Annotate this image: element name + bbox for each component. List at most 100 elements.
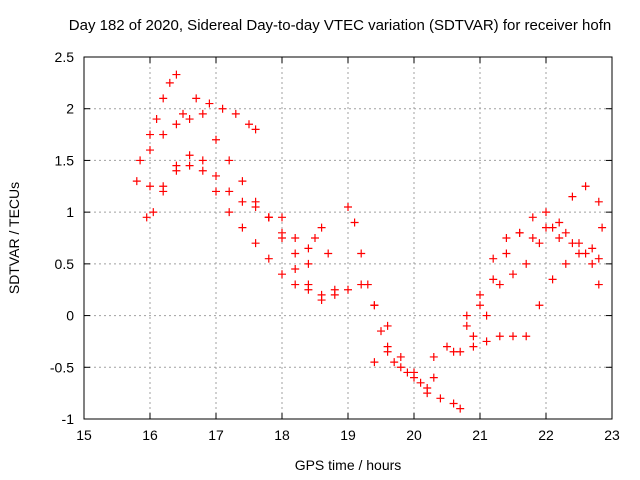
data-point xyxy=(542,208,550,217)
data-point xyxy=(495,280,504,289)
data-point xyxy=(522,259,531,268)
data-point xyxy=(179,109,187,118)
y-tick-label: 1 xyxy=(66,204,74,220)
plot-frame xyxy=(83,56,613,420)
series-track-1 xyxy=(132,151,339,299)
data-point xyxy=(291,234,300,242)
data-point xyxy=(482,337,491,346)
data-point xyxy=(225,187,234,196)
data-point xyxy=(238,223,247,232)
data-point xyxy=(489,254,498,263)
data-point xyxy=(594,254,603,263)
data-point xyxy=(238,197,247,206)
data-point xyxy=(317,296,326,305)
data-point xyxy=(264,213,273,222)
series-track-2 xyxy=(136,109,313,268)
y-tick-labels: -1 -0.5 0 0.5 1 1.5 2 2.5 xyxy=(50,49,74,427)
data-point xyxy=(225,156,234,165)
data-point xyxy=(594,197,603,206)
data-point xyxy=(377,327,385,336)
data-point xyxy=(251,197,260,206)
data-point xyxy=(456,404,465,413)
series-track-5 xyxy=(142,161,392,330)
data-point xyxy=(410,368,418,377)
data-point xyxy=(528,213,537,222)
data-point xyxy=(172,166,181,175)
data-point xyxy=(509,332,517,341)
series-track-8 xyxy=(370,347,465,413)
data-point xyxy=(502,249,511,258)
data-point xyxy=(370,301,379,310)
x-tick-label: 15 xyxy=(76,427,92,443)
data-point xyxy=(136,156,145,165)
data-point xyxy=(146,182,154,191)
series-track-4 xyxy=(179,94,260,134)
x-tick-label: 20 xyxy=(406,427,422,443)
x-tick-label: 19 xyxy=(340,427,356,443)
y-axis-label: SDTVAR / TECUs xyxy=(6,182,22,294)
data-point xyxy=(416,378,425,387)
series-track-12 xyxy=(469,223,607,351)
data-point xyxy=(588,244,597,253)
x-tick-label: 21 xyxy=(472,427,488,443)
data-point xyxy=(172,120,181,129)
data-point xyxy=(482,311,491,320)
series-track-6 xyxy=(264,213,333,258)
data-point xyxy=(159,182,168,191)
data-point xyxy=(568,192,577,201)
data-point xyxy=(231,109,240,118)
data-point xyxy=(535,301,544,310)
data-point xyxy=(436,394,445,403)
y-tick-label: 0.5 xyxy=(55,256,75,272)
data-point xyxy=(522,332,531,341)
data-point xyxy=(555,218,564,227)
data-point xyxy=(245,120,253,129)
series-track-11 xyxy=(462,182,603,320)
x-tick-labels: 15 16 17 18 19 20 21 22 23 xyxy=(76,427,620,443)
data-point xyxy=(350,218,359,227)
data-point xyxy=(146,130,154,139)
data-point xyxy=(363,280,372,289)
data-point xyxy=(165,78,174,87)
data-point xyxy=(429,373,438,382)
data-point xyxy=(469,332,478,341)
x-tick-label: 17 xyxy=(208,427,224,443)
data-point xyxy=(449,347,458,356)
data-point xyxy=(311,234,319,242)
data-point xyxy=(390,358,399,367)
y-tick-label: 2 xyxy=(66,101,74,117)
data-point xyxy=(528,234,537,242)
data-point xyxy=(304,285,313,294)
data-point xyxy=(462,311,471,320)
data-point xyxy=(581,182,590,191)
data-point xyxy=(192,94,201,103)
data-point xyxy=(495,332,504,341)
data-point xyxy=(238,177,247,186)
data-point xyxy=(429,352,438,361)
data-point xyxy=(142,213,151,222)
data-point xyxy=(383,347,392,356)
data-point xyxy=(443,342,451,351)
data-point xyxy=(149,208,158,217)
data-point xyxy=(476,301,484,310)
y-tick-label: 0 xyxy=(66,308,74,324)
data-point xyxy=(396,352,405,361)
data-point xyxy=(509,270,517,279)
data-point xyxy=(132,177,141,186)
data-point xyxy=(185,151,194,160)
data-point xyxy=(159,94,168,103)
data-point xyxy=(344,202,352,211)
x-tick-label: 22 xyxy=(538,427,554,443)
data-point xyxy=(561,228,570,237)
series-track-7 xyxy=(344,202,438,392)
data-point xyxy=(146,146,154,155)
data-point xyxy=(225,208,234,217)
data-point xyxy=(278,228,286,237)
data-point xyxy=(152,115,161,124)
data-point xyxy=(278,270,286,279)
data-point xyxy=(185,161,194,170)
data-point xyxy=(561,259,570,268)
data-point xyxy=(449,399,458,408)
data-point xyxy=(548,275,557,284)
data-point xyxy=(218,104,227,113)
